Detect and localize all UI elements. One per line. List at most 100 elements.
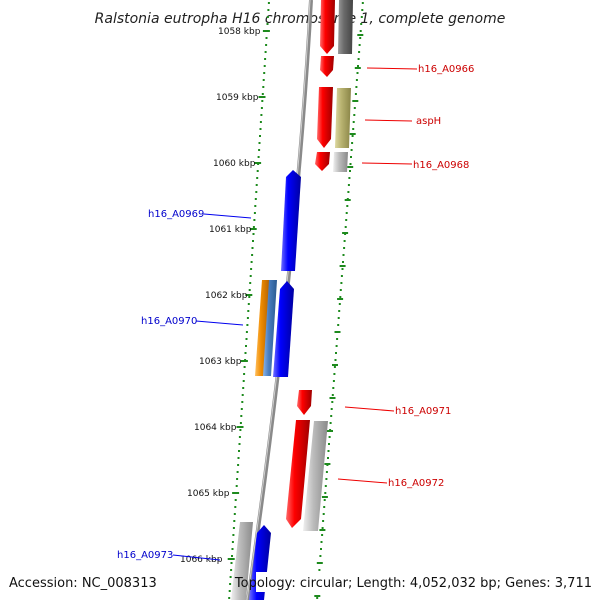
- guide-dot: [345, 219, 348, 221]
- guide-dot: [244, 352, 247, 354]
- guide-dot: [229, 583, 232, 585]
- guide-dot: [331, 394, 334, 396]
- gene-arrow[interactable]: [320, 0, 335, 54]
- gene-label[interactable]: h16_A0966: [418, 64, 474, 75]
- scale-tick-major: [254, 162, 262, 164]
- guide-dot: [323, 499, 326, 501]
- gene-label[interactable]: h16_A0972: [388, 478, 444, 489]
- gene-arrow[interactable]: [320, 56, 334, 77]
- guide-dot: [234, 506, 237, 508]
- guide-dot: [344, 226, 347, 228]
- accession-text: Accession: NC_008313: [9, 576, 157, 591]
- guide-dot: [253, 212, 256, 214]
- guide-dot: [321, 534, 324, 536]
- gene-label[interactable]: h16_A0968: [413, 160, 469, 171]
- guide-dot: [339, 296, 342, 298]
- scale-tick-major: [249, 228, 257, 230]
- guide-dot: [250, 268, 253, 270]
- guide-dot: [330, 408, 333, 410]
- guide-dot: [353, 114, 356, 116]
- guide-dot: [254, 198, 257, 200]
- guide-dot: [231, 541, 234, 543]
- scale-ticks: [227, 30, 364, 597]
- guide-dot: [230, 569, 233, 571]
- guide-dot: [255, 191, 258, 193]
- guide-dot: [237, 457, 240, 459]
- gene-arrow[interactable]: [297, 390, 312, 415]
- guide-dot: [245, 331, 248, 333]
- guide-dot: [357, 65, 359, 67]
- guide-dot: [249, 275, 252, 277]
- gene-arrow[interactable]: [317, 87, 333, 148]
- guide-dot: [236, 471, 239, 473]
- guide-dot: [237, 464, 240, 466]
- guide-dot: [243, 373, 246, 375]
- gene-arrow[interactable]: [315, 152, 330, 171]
- guide-dot: [347, 184, 350, 186]
- gene-arrow[interactable]: [338, 0, 353, 54]
- guide-dot: [267, 9, 270, 11]
- kbp-label: 1061 kbp: [209, 225, 252, 235]
- label-leaders: [172, 67, 418, 561]
- scale-tick-minor: [344, 199, 351, 201]
- guide-dot: [355, 79, 358, 81]
- guide-dot: [348, 177, 351, 179]
- guide-dot: [245, 338, 248, 340]
- guide-dot: [264, 51, 267, 53]
- guide-dot: [356, 72, 359, 74]
- guide-dot: [327, 457, 329, 459]
- guide-dot: [265, 37, 268, 39]
- gene-label[interactable]: h16_A0970: [141, 316, 197, 327]
- guide-dot: [263, 65, 266, 67]
- guide-dot: [320, 541, 323, 543]
- gene-arrow[interactable]: [281, 170, 301, 271]
- gene-label[interactable]: h16_A0973: [117, 550, 173, 561]
- guide-dot: [235, 485, 238, 487]
- gene-arrow[interactable]: [286, 420, 310, 528]
- guide-dot: [241, 401, 244, 403]
- guide-dot: [329, 422, 332, 424]
- guide-dot: [238, 443, 241, 445]
- guide-dot: [345, 212, 348, 214]
- guide-dot: [246, 317, 249, 319]
- guide-dot: [335, 352, 337, 354]
- guide-dot: [251, 254, 254, 256]
- gene-arrow[interactable]: [335, 88, 351, 148]
- guide-dot: [332, 380, 335, 382]
- gene-label[interactable]: aspH: [416, 116, 441, 127]
- guide-dot: [343, 247, 346, 249]
- guide-dot: [340, 282, 343, 284]
- guide-dot: [255, 184, 258, 186]
- scale-tick-minor: [347, 166, 354, 168]
- guide-dot: [328, 443, 330, 445]
- scale-tick-minor: [357, 34, 364, 36]
- gene-arrow[interactable]: [255, 280, 270, 376]
- gene-arrow[interactable]: [273, 281, 294, 377]
- gene-arrow[interactable]: [303, 421, 328, 531]
- guide-dot: [245, 345, 247, 347]
- guide-dot: [335, 345, 338, 347]
- guide-dot: [256, 177, 259, 179]
- guide-dot: [322, 513, 325, 515]
- guide-dot: [240, 408, 243, 410]
- guide-dot: [349, 163, 352, 165]
- gene-arrow[interactable]: [333, 152, 348, 172]
- scale-tick-major: [258, 96, 266, 98]
- guide-dot: [249, 282, 252, 284]
- gene-arrow[interactable]: [231, 522, 253, 600]
- guide-dot: [359, 37, 362, 39]
- guide-dot: [247, 303, 250, 305]
- gene-label[interactable]: h16_A0969: [148, 209, 204, 220]
- guide-dot: [256, 170, 259, 172]
- gene-arrow[interactable]: [263, 280, 277, 376]
- gene-label[interactable]: h16_A0971: [395, 406, 451, 417]
- guide-dot: [338, 310, 341, 312]
- guide-dot: [350, 156, 352, 158]
- scale-tick-minor: [337, 298, 344, 300]
- guide-dot: [341, 268, 344, 270]
- scale-tick-minor: [332, 364, 338, 366]
- guide-dot: [250, 261, 253, 263]
- guide-dot: [246, 324, 249, 326]
- guide-dot: [321, 527, 324, 529]
- scale-tick-major: [262, 30, 270, 32]
